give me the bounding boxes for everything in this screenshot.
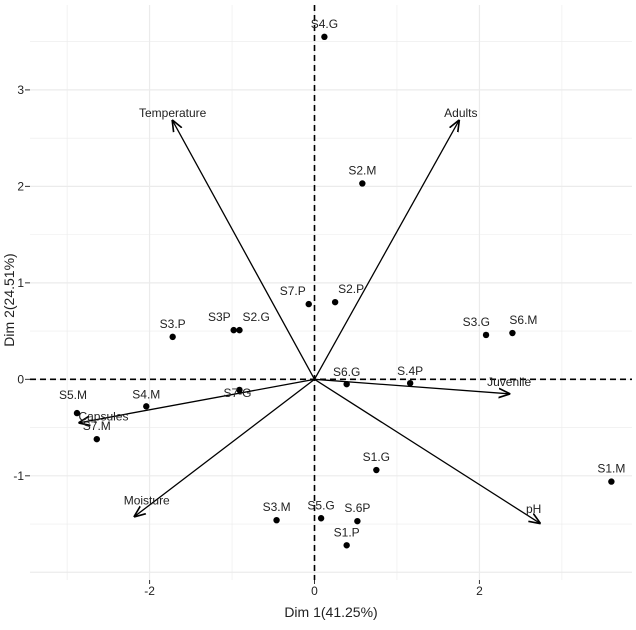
data-point bbox=[406, 379, 414, 387]
data-point bbox=[331, 298, 339, 306]
vector-label-temperature: Temperature bbox=[139, 106, 207, 120]
data-point bbox=[236, 326, 243, 334]
data-point bbox=[373, 466, 380, 474]
data-point bbox=[359, 180, 366, 187]
point-label: S6.G bbox=[333, 365, 360, 379]
tick-labels: -2 0 2 -1 0 1 2 3 bbox=[13, 83, 483, 598]
gridlines bbox=[30, 5, 632, 580]
point-label: S3P bbox=[208, 310, 231, 324]
y-tick-label: 2 bbox=[17, 179, 24, 193]
data-point bbox=[343, 542, 350, 549]
point-label: S7.M bbox=[83, 419, 111, 433]
data-point bbox=[169, 333, 176, 341]
data-point bbox=[343, 380, 350, 388]
point-label: S3.M bbox=[263, 500, 291, 514]
point-label: S.4P bbox=[397, 364, 423, 378]
data-point bbox=[143, 403, 150, 410]
point-label: S4.M bbox=[132, 387, 160, 401]
data-point bbox=[509, 329, 516, 337]
y-axis-title: Dim 2(24.51%) bbox=[1, 253, 17, 346]
point-label: S2.G bbox=[242, 310, 269, 324]
point-label: S6.M bbox=[509, 313, 537, 327]
y-tick-label: -1 bbox=[13, 469, 24, 483]
point-label: S5.M bbox=[59, 388, 87, 402]
vector-label-juvenile: Juvenile bbox=[487, 375, 531, 389]
y-tick-label: 0 bbox=[17, 372, 24, 386]
point-label: S1.G bbox=[363, 450, 390, 464]
x-tick-label: 2 bbox=[476, 584, 483, 598]
point-label: S2.P bbox=[338, 282, 364, 296]
vector-label-moisture: Moisture bbox=[124, 493, 170, 507]
x-tick-label: 0 bbox=[311, 584, 318, 598]
data-point bbox=[230, 326, 237, 334]
reference-axes bbox=[30, 5, 632, 580]
vector-arrow-adults bbox=[313, 121, 459, 380]
vector-label-adults: Adults bbox=[444, 106, 477, 120]
vector-arrow-moisture bbox=[135, 378, 315, 516]
vector-arrow-ph bbox=[314, 378, 540, 523]
individual-points: S4.G S2.M S7.P S2.P S3P S2.G S3.P S3.G S6.M S6.G S… bbox=[59, 17, 625, 549]
vector-label-ph: pH bbox=[526, 502, 541, 516]
data-point bbox=[321, 33, 328, 41]
point-label: S1.M bbox=[597, 462, 625, 476]
point-label: S2.M bbox=[348, 163, 376, 177]
vector-label-capsules: Capsules bbox=[78, 410, 128, 424]
x-axis-title: Dim 1(41.25%) bbox=[284, 604, 377, 620]
point-label: S4.G bbox=[311, 17, 338, 31]
variable-vectors: Temperature Adults Juvenile pH Moisture Capsu… bbox=[78, 106, 541, 523]
data-point bbox=[236, 386, 243, 394]
data-point bbox=[93, 435, 100, 443]
point-label: S.6P bbox=[344, 501, 370, 515]
point-label: S3.G bbox=[463, 315, 490, 329]
y-tick-label: 1 bbox=[17, 276, 24, 290]
data-point bbox=[317, 515, 325, 522]
vector-arrow-capsules bbox=[79, 378, 315, 422]
y-tick-label: 3 bbox=[17, 83, 24, 97]
data-point bbox=[482, 331, 490, 339]
point-label: S3.P bbox=[160, 317, 186, 331]
x-tick-label: -2 bbox=[144, 584, 155, 598]
data-point bbox=[608, 478, 615, 485]
data-point bbox=[73, 409, 81, 417]
data-point bbox=[305, 300, 312, 308]
point-label: S5.G bbox=[307, 498, 334, 512]
data-point bbox=[273, 516, 280, 524]
point-label: S7-G bbox=[223, 386, 251, 400]
point-label: S7.P bbox=[280, 284, 306, 298]
data-point bbox=[354, 517, 361, 525]
vector-arrow-temperature bbox=[173, 121, 316, 380]
point-label: S1.P bbox=[334, 525, 360, 539]
